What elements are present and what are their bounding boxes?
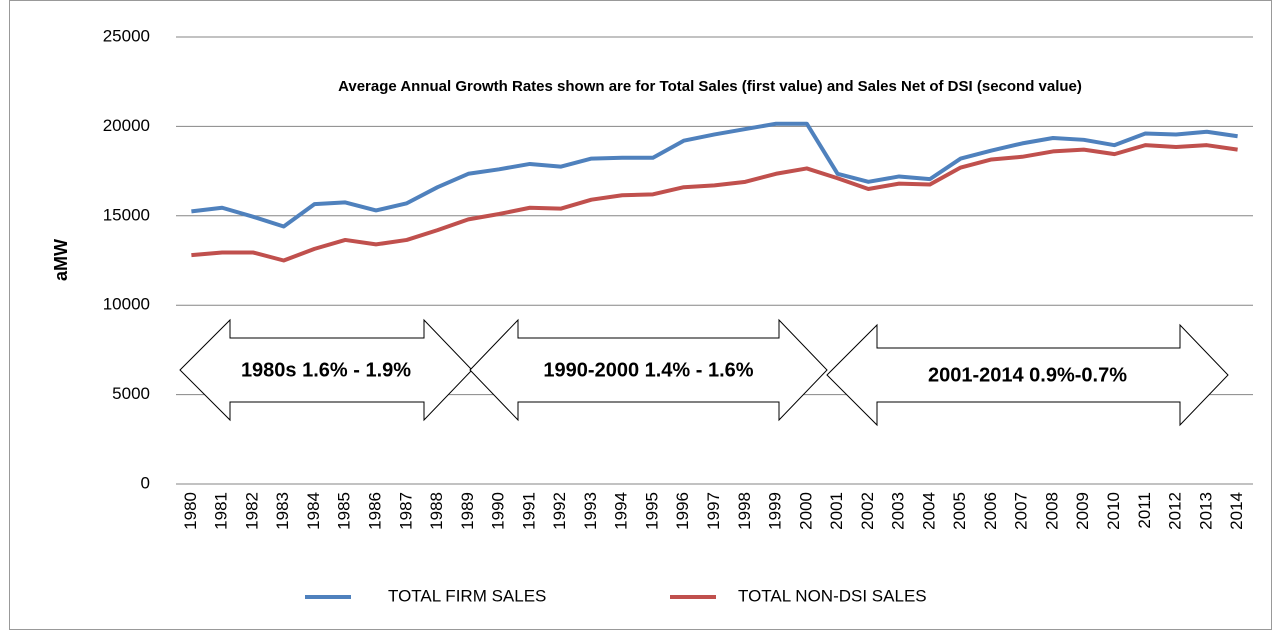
x-tick-label: 2002 [858, 492, 877, 530]
x-tick-label: 2012 [1166, 492, 1185, 530]
x-tick-label: 1998 [735, 492, 754, 530]
x-tick-label: 2007 [1012, 492, 1031, 530]
arrow-label: 2001-2014 0.9%-0.7% [928, 364, 1127, 386]
x-tick-label: 1988 [427, 492, 446, 530]
y-axis-label: aMW [51, 239, 71, 281]
x-tick-label: 1999 [766, 492, 785, 530]
x-tick-label: 1990 [489, 492, 508, 530]
x-tick-label: 1983 [273, 492, 292, 530]
x-tick-label: 1981 [212, 492, 231, 530]
x-tick-label: 2014 [1227, 492, 1246, 530]
x-tick-label: 2013 [1196, 492, 1215, 530]
x-tick-label: 2006 [981, 492, 1000, 530]
x-tick-label: 2004 [919, 492, 938, 530]
y-tick-label: 5000 [112, 384, 150, 403]
legend-label: TOTAL FIRM SALES [388, 586, 546, 605]
x-tick-label: 2011 [1135, 492, 1154, 529]
y-tick-label: 25000 [103, 26, 150, 45]
series-line [191, 121, 1238, 229]
arrow-label: 1980s 1.6% - 1.9% [241, 359, 411, 381]
x-tick-label: 2010 [1104, 492, 1123, 530]
x-tick-label: 2009 [1073, 492, 1092, 530]
x-tick-label: 1995 [642, 492, 661, 530]
x-tick-label: 2003 [889, 492, 908, 530]
x-tick-label: 1986 [365, 492, 384, 530]
annotation-title: Average Annual Growth Rates shown are fo… [338, 78, 1082, 95]
arrow-label: 1990-2000 1.4% - 1.6% [543, 359, 753, 381]
x-tick-label: 1991 [519, 492, 538, 530]
double-arrow [469, 318, 828, 422]
y-tick-label: 15000 [103, 205, 150, 224]
y-tick-label: 0 [141, 473, 150, 492]
x-tick-label: 2008 [1042, 492, 1061, 530]
x-tick-label: 1980 [181, 492, 200, 530]
double-arrow [826, 323, 1229, 427]
x-tick-label: 1992 [550, 492, 569, 530]
x-tick-label: 1982 [242, 492, 261, 530]
x-tick-label: 1997 [704, 492, 723, 530]
x-tick-label: 2001 [827, 492, 846, 530]
x-tick-label: 2005 [950, 492, 969, 530]
y-tick-label: 10000 [103, 295, 150, 314]
x-tick-label: 1994 [612, 492, 631, 530]
series-line [191, 143, 1238, 263]
x-tick-label: 1987 [396, 492, 415, 530]
x-tick-label: 1996 [673, 492, 692, 530]
legend-label: TOTAL NON-DSI SALES [738, 586, 927, 605]
chart-border [9, 0, 1272, 630]
x-tick-label: 1993 [581, 492, 600, 530]
x-tick-label: 1985 [335, 492, 354, 530]
x-tick-label: 1984 [304, 492, 323, 530]
x-tick-label: 1989 [458, 492, 477, 530]
x-tick-label: 2000 [796, 492, 815, 530]
y-tick-label: 20000 [103, 116, 150, 135]
